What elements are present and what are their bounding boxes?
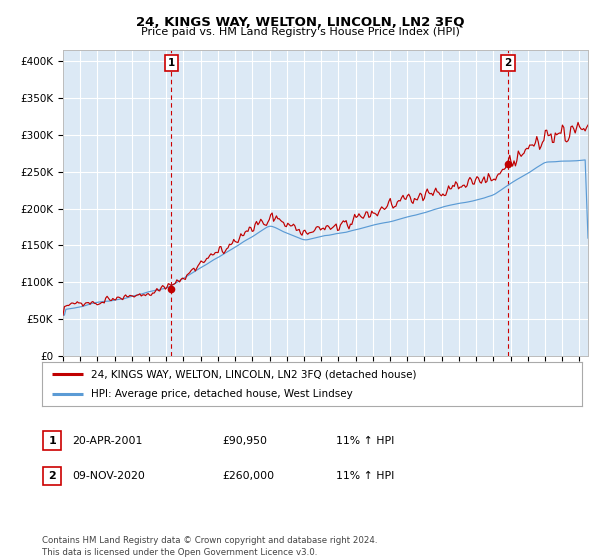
Text: 2: 2 [505,58,512,68]
Text: 1: 1 [168,58,175,68]
Text: Contains HM Land Registry data © Crown copyright and database right 2024.
This d: Contains HM Land Registry data © Crown c… [42,536,377,557]
Text: 09-NOV-2020: 09-NOV-2020 [72,471,145,481]
Text: 11% ↑ HPI: 11% ↑ HPI [336,436,394,446]
Text: 11% ↑ HPI: 11% ↑ HPI [336,471,394,481]
Text: 1: 1 [49,436,56,446]
Text: 20-APR-2001: 20-APR-2001 [72,436,142,446]
Text: HPI: Average price, detached house, West Lindsey: HPI: Average price, detached house, West… [91,389,352,399]
Text: 24, KINGS WAY, WELTON, LINCOLN, LN2 3FQ (detached house): 24, KINGS WAY, WELTON, LINCOLN, LN2 3FQ … [91,369,416,379]
Text: £90,950: £90,950 [222,436,267,446]
Text: 2: 2 [49,471,56,481]
Text: Price paid vs. HM Land Registry's House Price Index (HPI): Price paid vs. HM Land Registry's House … [140,27,460,37]
Text: 24, KINGS WAY, WELTON, LINCOLN, LN2 3FQ: 24, KINGS WAY, WELTON, LINCOLN, LN2 3FQ [136,16,464,29]
Text: £260,000: £260,000 [222,471,274,481]
